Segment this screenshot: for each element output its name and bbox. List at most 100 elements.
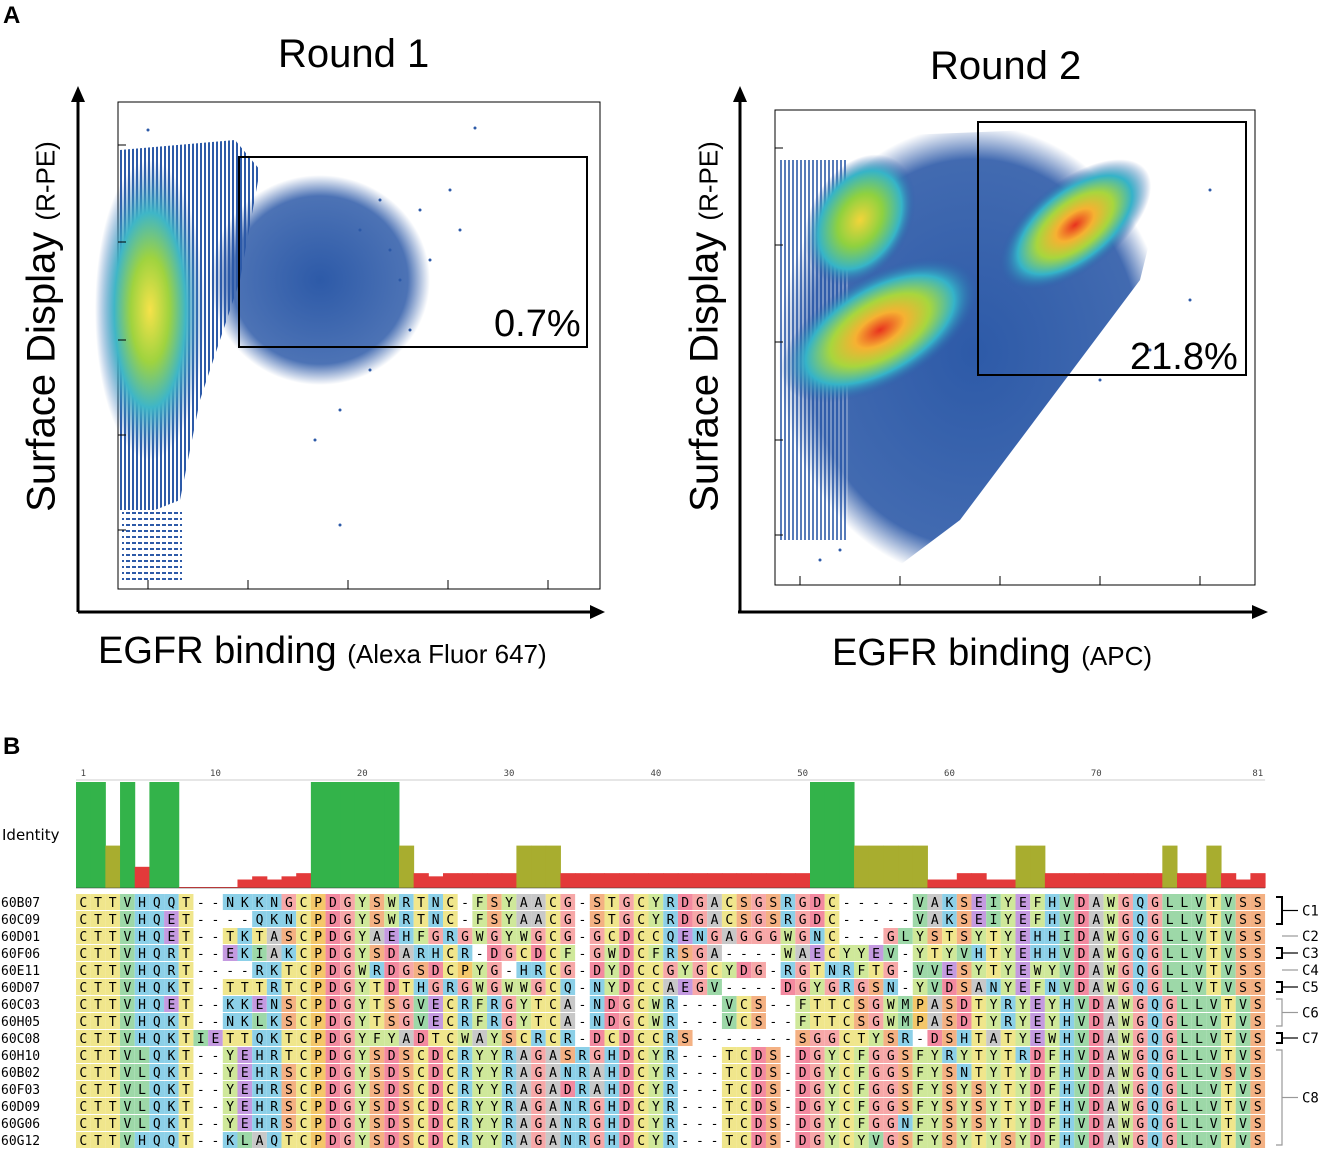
- residue-cell: [545, 928, 561, 944]
- residue-letter: S: [946, 1032, 954, 1047]
- residue-letter: S: [681, 947, 689, 962]
- residue-cell: [252, 945, 267, 961]
- residue-letter: K: [226, 998, 234, 1013]
- residue-letter: A: [1107, 1117, 1115, 1132]
- identity-bar: [1059, 873, 1075, 888]
- residue-letter: C: [79, 1100, 87, 1115]
- residue-letter: F: [857, 1066, 865, 1081]
- residue-letter: C: [79, 1015, 87, 1030]
- residue-cell: [1074, 911, 1089, 927]
- residue-letter: D: [388, 1134, 396, 1149]
- residue-letter: V: [123, 1083, 131, 1098]
- residue-letter: R: [667, 1134, 675, 1149]
- residue-letter: W: [520, 981, 528, 996]
- residue-letter: K: [168, 981, 176, 996]
- residue-letter: G: [564, 896, 572, 911]
- residue-letter: H: [256, 1100, 264, 1115]
- residue-letter: G: [696, 913, 704, 928]
- residue-letter: -: [740, 947, 748, 962]
- residue-letter: L: [902, 930, 910, 945]
- residue-letter: L: [256, 1015, 264, 1030]
- residue-letter: H: [1063, 1117, 1071, 1132]
- residue-letter: P: [314, 1083, 322, 1098]
- residue-letter: A: [549, 1117, 557, 1132]
- residue-cell: [325, 928, 341, 944]
- residue-cell: [560, 928, 576, 944]
- residue-letter: D: [1092, 1117, 1100, 1132]
- residue-letter: -: [681, 1015, 689, 1030]
- residue-letter: -: [241, 913, 249, 928]
- residue-letter: Q: [153, 913, 161, 928]
- residue-cell: [810, 928, 825, 944]
- residue-letter: R: [461, 1083, 469, 1098]
- residue-letter: S: [1254, 1049, 1262, 1064]
- residue-letter: H: [138, 964, 146, 979]
- residue-cell: [413, 894, 429, 910]
- residue-letter: S: [946, 1066, 954, 1081]
- residue-letter: E: [1019, 896, 1027, 911]
- residue-letter: K: [946, 896, 954, 911]
- residue-letter: C: [79, 981, 87, 996]
- residue-letter: L: [1180, 1066, 1188, 1081]
- residue-letter: T: [1224, 1083, 1232, 1098]
- residue-letter: S: [960, 896, 968, 911]
- residue-cell: [795, 962, 810, 978]
- residue-letter: P: [314, 1117, 322, 1132]
- residue-cell: [1030, 928, 1045, 944]
- residue-cell: [780, 945, 796, 961]
- residue-cell: [105, 911, 121, 927]
- residue-letter: G: [344, 981, 352, 996]
- residue-letter: F: [857, 964, 865, 979]
- residue-letter: S: [402, 1117, 410, 1132]
- residue-cell: [927, 894, 943, 910]
- residue-cell: [854, 945, 869, 961]
- residue-cell: [516, 962, 532, 978]
- residue-letter: S: [960, 913, 968, 928]
- identity-bar: [986, 879, 1002, 888]
- residue-letter: A: [931, 913, 939, 928]
- residue-letter: G: [1166, 1083, 1174, 1098]
- residue-letter: C: [79, 1049, 87, 1064]
- plot2-dense-core-low: [780, 257, 980, 403]
- residue-letter: T: [94, 930, 102, 945]
- residue-cell: [398, 911, 414, 927]
- residue-letter: -: [476, 947, 484, 962]
- residue-letter: C: [843, 1083, 851, 1098]
- residue-letter: A: [373, 930, 381, 945]
- residue-letter: G: [799, 913, 807, 928]
- residue-letter: E: [168, 998, 176, 1013]
- residue-letter: -: [579, 930, 587, 945]
- residue-letter: Y: [490, 1066, 498, 1081]
- residue-letter: -: [784, 1049, 792, 1064]
- residue-letter: Y: [652, 1117, 660, 1132]
- sequence-row: 60E11 C T T V H Q R T - - - - R K T C P D G W R D G S D C P Y G - H R C G -…: [1, 962, 1266, 979]
- residue-letter: C: [637, 1015, 645, 1030]
- residue-letter: V: [1239, 998, 1247, 1013]
- residue-letter: H: [1063, 1100, 1071, 1115]
- residue-letter: C: [446, 1134, 454, 1149]
- plot1-xlabel-main: EGFR binding: [98, 630, 337, 672]
- residue-letter: S: [285, 1083, 293, 1098]
- residue-cell: [457, 945, 473, 961]
- residue-letter: W: [887, 1015, 895, 1030]
- identity-bar: [76, 782, 92, 888]
- plot1-xlabel: EGFR binding (Alexa Fluor 647): [98, 630, 547, 673]
- residue-cell: [795, 928, 810, 944]
- residue-letter: A: [711, 913, 719, 928]
- residue-letter: S: [960, 930, 968, 945]
- residue-cell: [633, 928, 649, 944]
- residue-letter: H: [608, 1134, 616, 1149]
- residue-cell: [765, 928, 781, 944]
- residue-cell: [912, 894, 928, 910]
- residue-letter: L: [1166, 930, 1174, 945]
- residue-letter: I: [990, 913, 998, 928]
- residue-letter: R: [579, 1083, 587, 1098]
- identity-bar: [428, 876, 444, 888]
- residue-letter: W: [1107, 947, 1115, 962]
- residue-letter: D: [784, 981, 792, 996]
- residue-letter: F: [476, 1015, 484, 1030]
- residue-letter: C: [417, 1066, 425, 1081]
- residue-letter: C: [637, 998, 645, 1013]
- residue-letter: D: [681, 913, 689, 928]
- residue-letter: T: [990, 947, 998, 962]
